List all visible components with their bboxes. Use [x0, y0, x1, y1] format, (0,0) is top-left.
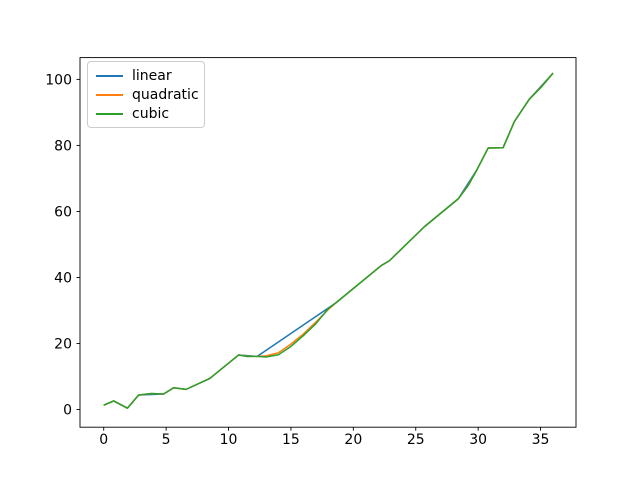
- plot-series: [103, 72, 554, 409]
- x-axis-tick-label: 0: [99, 432, 108, 448]
- y-axis-tick-label: 0: [63, 403, 72, 419]
- legend-line-sample-cubic: [96, 112, 123, 115]
- legend-label-cubic: cubic: [132, 105, 170, 122]
- x-axis-tick-label: 35: [532, 432, 550, 448]
- legend-line-sample-quadratic: [96, 93, 123, 96]
- legend-entry-cubic: cubic: [88, 104, 204, 123]
- x-axis-tick-label: 10: [220, 432, 238, 448]
- y-axis-tick-label: 60: [54, 204, 72, 220]
- y-axis-tick-label: 40: [54, 270, 72, 286]
- legend-line-sample-linear: [96, 74, 123, 77]
- y-axis: 0 20 40 60 80 100: [45, 72, 80, 419]
- x-axis-tick-label: 5: [162, 432, 171, 448]
- legend: linear quadratic cubic: [87, 61, 205, 128]
- x-axis-tick-label: 30: [469, 432, 487, 448]
- series-line-cubic: [103, 72, 554, 409]
- x-axis-tick-label: 25: [407, 432, 425, 448]
- legend-label-quadratic: quadratic: [132, 86, 199, 103]
- legend-entry-linear: linear: [88, 66, 204, 85]
- y-axis-tick-label: 20: [54, 336, 72, 352]
- axes-spines: [79, 57, 577, 428]
- legend-label-linear: linear: [132, 67, 172, 84]
- x-axis-tick-label: 15: [282, 432, 300, 448]
- x-axis: 0 5 10 15 20 25 30 35: [99, 427, 549, 448]
- legend-entry-quadratic: quadratic: [88, 85, 204, 104]
- y-axis-tick-label: 80: [54, 138, 72, 154]
- y-axis-tick-label: 100: [45, 72, 72, 88]
- x-axis-tick-label: 20: [344, 432, 362, 448]
